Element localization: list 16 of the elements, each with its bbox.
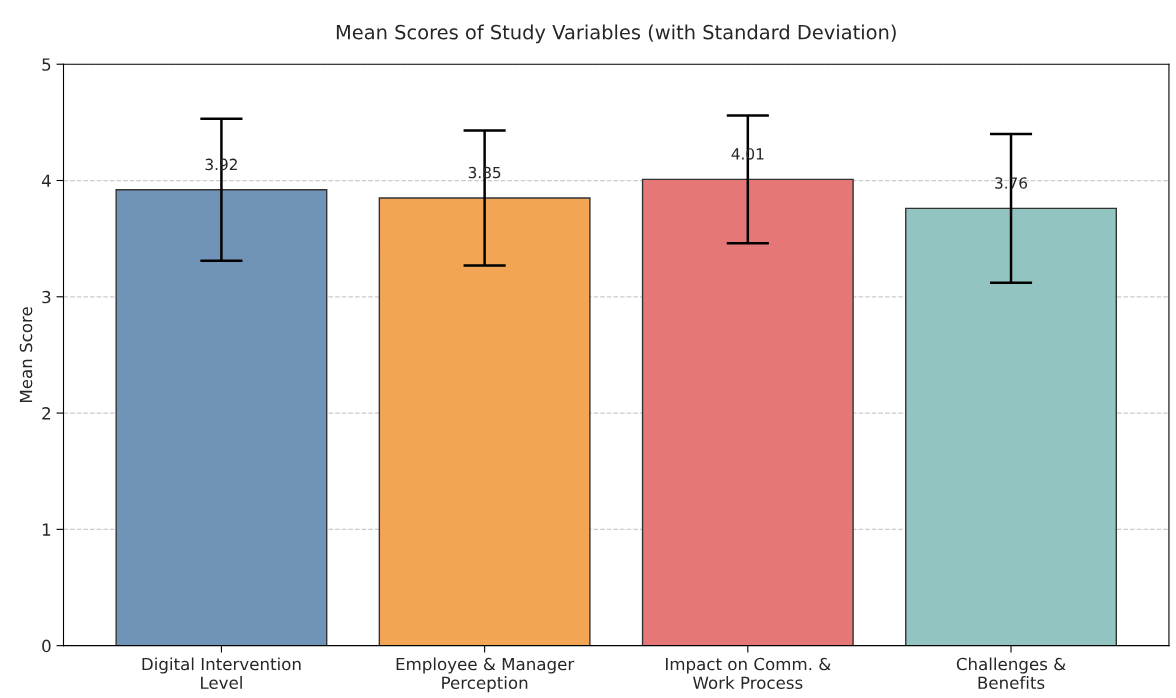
x-tick-label: Digital Intervention Level bbox=[142, 657, 301, 690]
y-tick-label: 5 bbox=[42, 58, 51, 71]
bar bbox=[905, 207, 1117, 646]
bar bbox=[641, 178, 854, 646]
x-tick-label: Impact on Comm. & Work Process bbox=[666, 657, 831, 690]
y-tick-label: 2 bbox=[42, 407, 51, 420]
y-tick-label: 1 bbox=[42, 523, 51, 536]
x-tick-label: Challenges & Benefits bbox=[956, 657, 1066, 690]
y-tick-label: 4 bbox=[41, 174, 51, 187]
x-tick-label: Employee & Manager Perception bbox=[396, 657, 575, 693]
chart-title: Mean Scores of Study Variables (with Standard Deviation) bbox=[336, 24, 896, 44]
y-axis-title: Mean Score bbox=[19, 307, 33, 402]
y-tick-label: 3 bbox=[42, 290, 51, 304]
bar bbox=[115, 189, 328, 646]
y-tick-label: 0 bbox=[42, 639, 51, 653]
bar bbox=[378, 197, 591, 646]
